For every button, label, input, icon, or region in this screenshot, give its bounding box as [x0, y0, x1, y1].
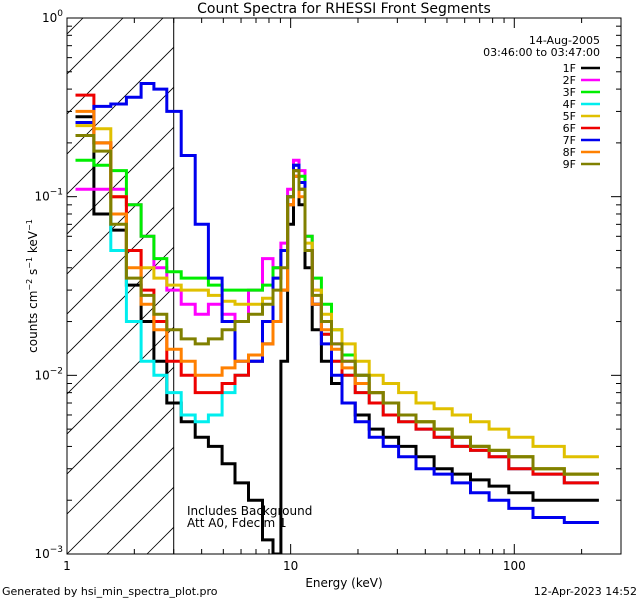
hatch-stripe	[67, 406, 174, 515]
legend-label: 1F	[563, 62, 576, 75]
y-axis-label: counts cm−2 s−1 keV−1	[25, 219, 40, 353]
legend-label: 4F	[563, 98, 576, 111]
y-tick-label: 100	[42, 9, 63, 25]
observation-time-range: 03:46:00 to 03:47:00	[483, 46, 600, 59]
legend-label: 6F	[563, 122, 576, 135]
x-tick-label: 1	[63, 559, 71, 573]
plot-frame	[66, 17, 622, 555]
series-6f	[75, 93, 599, 485]
generated-timestamp: 12-Apr-2023 14:52	[534, 585, 637, 598]
hatch-stripe	[67, 366, 174, 475]
x-tick-label: 100	[503, 559, 526, 573]
legend-label: 7F	[563, 134, 576, 147]
legend-label: 9F	[563, 158, 576, 171]
hatch-stripe	[67, 246, 174, 355]
attenuator-note: Att A0, Fdecim 1	[187, 516, 287, 530]
background-note: Includes Background	[187, 504, 312, 518]
y-tick-label: 10−3	[34, 545, 63, 561]
hatch-stripe	[0, 0, 107, 554]
y-tick-label: 10−2	[34, 366, 63, 382]
series-1f	[75, 115, 599, 554]
legend-label: 2F	[563, 74, 576, 87]
x-tick-label: 10	[283, 559, 298, 573]
generated-by-note: Generated by hsi_min_spectra_plot.pro	[2, 585, 218, 598]
y-axis-ticks: 10−3 10−2 10−1 100	[34, 9, 621, 561]
legend-label: 3F	[563, 86, 576, 99]
hatch-stripe	[67, 18, 124, 75]
legend-label: 5F	[563, 110, 576, 123]
hatch-stripe	[67, 446, 174, 554]
observation-date: 14-Aug-2005	[529, 34, 600, 47]
legend-label: 8F	[563, 146, 576, 159]
x-axis-label: Energy (keV)	[305, 576, 382, 590]
y-tick-label: 10−1	[34, 188, 63, 204]
series-lines	[75, 82, 599, 554]
series-9f	[75, 134, 599, 476]
hatch-stripe	[67, 166, 174, 275]
hatch-stripe	[67, 286, 174, 395]
hatch-stripe	[67, 18, 164, 115]
hatch-stripe	[67, 46, 174, 155]
x-axis-ticks: 1 10 100	[63, 18, 622, 573]
chart-title: Count Spectra for RHESSI Front Segments	[197, 1, 491, 17]
